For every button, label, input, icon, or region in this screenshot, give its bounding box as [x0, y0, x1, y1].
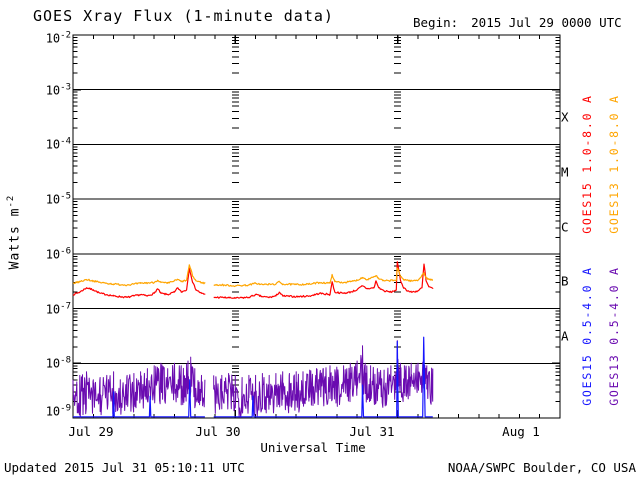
y-tick-label: 10-8 — [45, 355, 71, 371]
legend-item: GOES15 0.5-4.0 A — [580, 266, 594, 406]
y-tick-label: 10-3 — [45, 82, 71, 98]
x-tick-label: Jul 30 — [195, 424, 241, 439]
y-tick-label: 10-6 — [45, 246, 71, 262]
y-tick-label: 10-5 — [45, 191, 71, 207]
y-tick-label: 10-9 — [45, 403, 71, 419]
chart-title: GOES Xray Flux (1-minute data) — [33, 7, 334, 25]
begin-timestamp: Begin: 2015 Jul 29 0000 UTC — [413, 15, 622, 30]
begin-label: Begin: — [413, 15, 459, 30]
begin-value: 2015 Jul 29 0000 UTC — [471, 15, 622, 30]
y-tick-label: 10-4 — [45, 136, 71, 152]
flare-class-x: X — [561, 109, 569, 125]
flare-class-a: A — [561, 328, 569, 344]
flare-class-b: B — [561, 273, 569, 289]
legend-item: GOES13 1.0-8.0 A — [607, 94, 621, 234]
flare-class-c: C — [561, 219, 569, 234]
y-axis-label: Watts m-2 — [6, 194, 23, 270]
x-tick-label: Jul 29 — [68, 424, 114, 439]
flare-class-m: M — [561, 164, 569, 180]
legend-item: GOES13 0.5-4.0 A — [607, 266, 621, 406]
y-tick-label: 10-2 — [45, 30, 71, 46]
legend-item: GOES15 1.0-8.0 A — [580, 94, 594, 234]
x-tick-label: Jul 31 — [349, 424, 395, 439]
x-axis-label: Universal Time — [260, 440, 366, 455]
y-tick-label: 10-7 — [45, 301, 71, 317]
source-credit: NOAA/SWPC Boulder, CO USA — [447, 460, 636, 475]
x-tick-label: Aug 1 — [502, 424, 540, 439]
updated-timestamp: Updated 2015 Jul 31 05:10:11 UTC — [4, 460, 245, 475]
